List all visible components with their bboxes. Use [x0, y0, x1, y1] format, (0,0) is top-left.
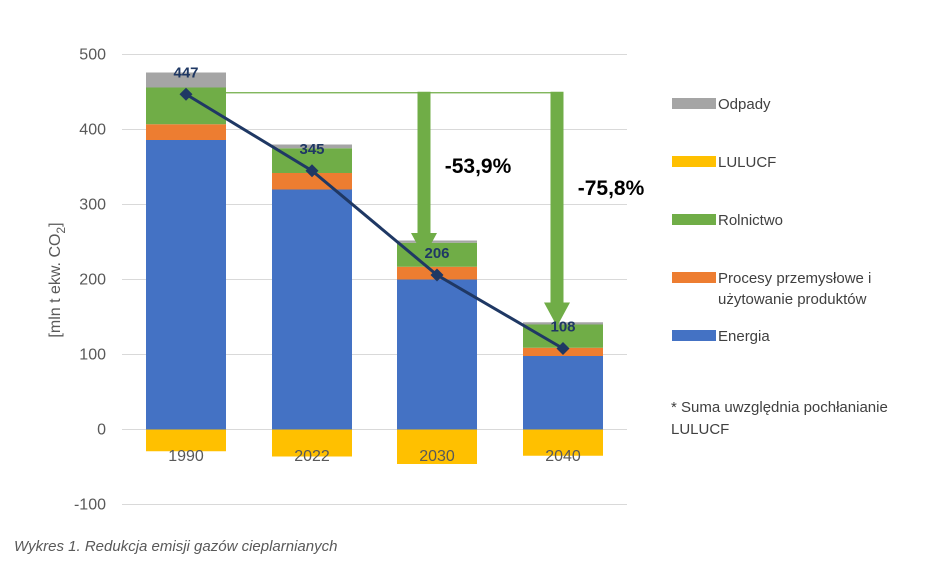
legend-swatch-energia — [672, 330, 716, 341]
legend-item-lulucf: LULUCF — [672, 152, 776, 173]
legend-item-procesy: Procesy przemysłowe i użytowanie produkt… — [672, 268, 918, 310]
bar-segment-energia — [523, 356, 603, 430]
bar-segment-lulucf — [523, 429, 603, 456]
legend-label-procesy: Procesy przemysłowe i użytowanie produkt… — [718, 270, 872, 308]
reduction-arrows: -53,9% -75,8% — [411, 91, 645, 327]
bar-segment-energia — [146, 140, 226, 430]
bar-segment-lulucf — [146, 429, 226, 452]
bar-segment-odpady — [523, 322, 603, 325]
total-point — [556, 342, 570, 355]
x-category-label: 2022 — [294, 448, 330, 465]
legend-item-energia: Energia — [672, 326, 770, 347]
total-data-label: 206 — [424, 245, 449, 262]
reduction-label: -53,9% — [445, 155, 512, 178]
total-data-label: 345 — [299, 141, 324, 158]
bar-segment-odpady — [272, 144, 352, 149]
y-axis-label-text: [mln t ekw. CO — [47, 234, 64, 338]
legend-item-odpady: Odpady — [672, 94, 771, 115]
total-line: 447 345 206 108 — [173, 64, 576, 355]
total-point — [305, 164, 319, 178]
bar-segment-procesy — [146, 124, 226, 140]
y-tick-label: 200 — [79, 272, 106, 289]
reduction-arrow — [411, 91, 437, 257]
y-tick-label: 100 — [79, 347, 106, 364]
x-category-label: 2040 — [545, 448, 581, 465]
y-axis-label: [mln t ekw. CO2] — [47, 222, 68, 337]
y-axis-ticks: 500 400 300 200 100 0 -100 — [74, 47, 106, 514]
bar-segment-energia — [397, 279, 477, 430]
legend-label-energia: Energia — [718, 328, 770, 345]
legend-label-rolnictwo: Rolnictwo — [718, 212, 784, 229]
total-point — [430, 268, 444, 282]
bar-segment-rolnictwo — [523, 324, 603, 348]
bar-segment-odpady — [146, 72, 226, 88]
legend-swatch-procesy — [672, 272, 716, 283]
total-data-label: 108 — [550, 319, 575, 336]
total-point — [179, 87, 193, 101]
bar-segment-lulucf — [397, 429, 477, 464]
total-data-label: 447 — [173, 64, 198, 81]
bar-segment-odpady — [397, 240, 477, 243]
bar-segment-energia — [272, 189, 352, 430]
figure-caption: Wykres 1. Redukcja emisji gazów cieplarn… — [14, 538, 338, 555]
bar-segment-rolnictwo — [397, 242, 477, 267]
y-axis-label-subscript: 2 — [54, 227, 68, 234]
legend-label-odpady: Odpady — [718, 96, 771, 113]
reduction-arrow — [544, 91, 570, 327]
bars — [146, 72, 603, 464]
y-axis-label-close: ] — [47, 222, 64, 226]
y-tick-label: 500 — [79, 47, 106, 64]
legend-swatch-odpady — [672, 98, 716, 109]
x-category-label: 2030 — [419, 448, 455, 465]
y-tick-label: 400 — [79, 122, 106, 139]
bar-segment-lulucf — [272, 429, 352, 457]
x-axis-categories: 1990 2022 2030 2040 — [168, 448, 581, 465]
total-series-line — [185, 92, 564, 350]
y-tick-label: 0 — [97, 422, 106, 439]
legend-swatch-lulucf — [672, 156, 716, 167]
lulucf-note: * Suma uwzględnia pochłanianie LULUCF — [671, 399, 888, 438]
bar-segment-procesy — [272, 173, 352, 190]
y-tick-label: -100 — [74, 497, 106, 514]
reduction-label: -75,8% — [578, 177, 645, 200]
x-category-label: 1990 — [168, 448, 204, 465]
legend-swatch-rolnictwo — [672, 214, 716, 225]
y-tick-label: 300 — [79, 197, 106, 214]
legend-item-rolnictwo: Rolnictwo — [672, 210, 783, 231]
legend-label-lulucf: LULUCF — [718, 154, 777, 171]
